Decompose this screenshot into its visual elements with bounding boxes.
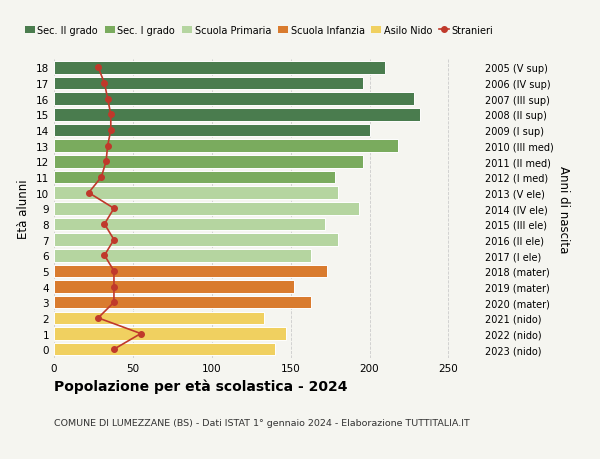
Bar (54, 312, 264, 325)
Bar (54, 328, 286, 340)
Bar (54, 124, 370, 137)
Bar (54, 93, 414, 106)
Bar (54, 78, 363, 90)
Bar (54, 265, 327, 278)
Bar (54, 218, 325, 231)
Bar (54, 202, 359, 215)
Bar (54, 281, 294, 293)
Bar (54, 297, 311, 309)
Bar (54, 249, 311, 262)
Bar (54, 187, 338, 200)
Bar (54, 156, 363, 168)
Text: COMUNE DI LUMEZZANE (BS) - Dati ISTAT 1° gennaio 2024 - Elaborazione TUTTITALIA.: COMUNE DI LUMEZZANE (BS) - Dati ISTAT 1°… (54, 418, 470, 427)
Bar (54, 234, 338, 246)
Text: Popolazione per età scolastica - 2024: Popolazione per età scolastica - 2024 (54, 379, 347, 393)
Bar (54, 62, 385, 74)
Bar (54, 140, 398, 152)
Y-axis label: Anni di nascita: Anni di nascita (557, 165, 570, 252)
Bar (54, 343, 275, 356)
Bar (54, 171, 335, 184)
Y-axis label: Età alunni: Età alunni (17, 179, 31, 239)
Legend: Sec. II grado, Sec. I grado, Scuola Primaria, Scuola Infanzia, Asilo Nido, Stran: Sec. II grado, Sec. I grado, Scuola Prim… (25, 26, 494, 36)
Bar (54, 109, 420, 121)
